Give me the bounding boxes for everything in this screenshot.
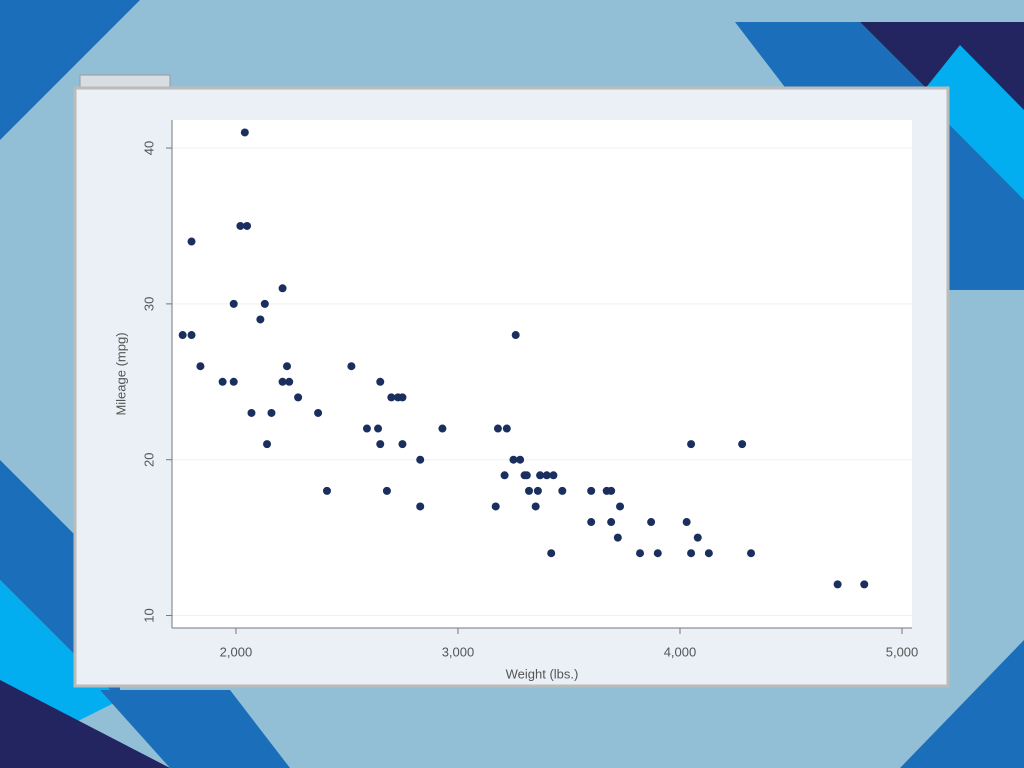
point [218, 377, 227, 386]
point [747, 549, 756, 558]
point [314, 408, 323, 417]
point [653, 549, 662, 558]
point [687, 549, 696, 558]
point [260, 299, 269, 308]
point [263, 440, 272, 449]
point [511, 331, 520, 340]
point [549, 471, 558, 480]
x-axis-title: Weight (lbs.) [506, 666, 579, 681]
point [347, 362, 356, 371]
point [607, 486, 616, 495]
point [682, 518, 691, 527]
point [267, 408, 276, 417]
point [522, 471, 531, 480]
point [704, 549, 713, 558]
point [509, 455, 518, 464]
point [693, 533, 702, 542]
point [229, 299, 238, 308]
point [294, 393, 303, 402]
point [542, 471, 551, 480]
point [493, 424, 502, 433]
point [613, 533, 622, 542]
point [502, 424, 511, 433]
point [616, 502, 625, 511]
point [416, 455, 425, 464]
point [587, 518, 596, 527]
point [278, 377, 287, 386]
point [416, 502, 425, 511]
point [382, 486, 391, 495]
y-tick-label: 20 [141, 452, 156, 466]
point [376, 377, 385, 386]
point [738, 440, 747, 449]
point [687, 440, 696, 449]
point [247, 408, 256, 417]
point [516, 455, 525, 464]
point [547, 549, 556, 558]
point [531, 502, 540, 511]
point [533, 486, 542, 495]
point [187, 237, 196, 246]
point [607, 518, 616, 527]
y-tick-label: 30 [141, 297, 156, 311]
point [525, 486, 534, 495]
decor [0, 680, 170, 768]
point [283, 362, 292, 371]
x-tick-label: 4,000 [664, 644, 697, 659]
point [398, 393, 407, 402]
point [587, 486, 596, 495]
point [278, 284, 287, 293]
plot-area [172, 120, 912, 628]
point [236, 221, 245, 230]
x-tick-label: 3,000 [442, 644, 475, 659]
point [243, 221, 252, 230]
x-tick-label: 5,000 [886, 644, 919, 659]
x-tick-label: 2,000 [220, 644, 253, 659]
y-axis-title: Mileage (mpg) [113, 332, 128, 415]
y-tick-label: 10 [141, 608, 156, 622]
point [178, 331, 187, 340]
point [374, 424, 383, 433]
point [636, 549, 645, 558]
point [322, 486, 331, 495]
decor [0, 0, 140, 140]
point [833, 580, 842, 589]
point [558, 486, 567, 495]
point [398, 440, 407, 449]
point [387, 393, 396, 402]
point [256, 315, 265, 324]
point [240, 128, 249, 137]
point [362, 424, 371, 433]
point [860, 580, 869, 589]
point [187, 331, 196, 340]
point [376, 440, 385, 449]
point [229, 377, 238, 386]
y-tick-label: 40 [141, 141, 156, 155]
point [491, 502, 500, 511]
point [285, 377, 294, 386]
decor [900, 640, 1024, 768]
decor [920, 45, 1024, 200]
point [438, 424, 447, 433]
decor [100, 690, 290, 768]
point [647, 518, 656, 527]
point [500, 471, 509, 480]
point [536, 471, 545, 480]
decor [0, 580, 120, 730]
point [196, 362, 205, 371]
